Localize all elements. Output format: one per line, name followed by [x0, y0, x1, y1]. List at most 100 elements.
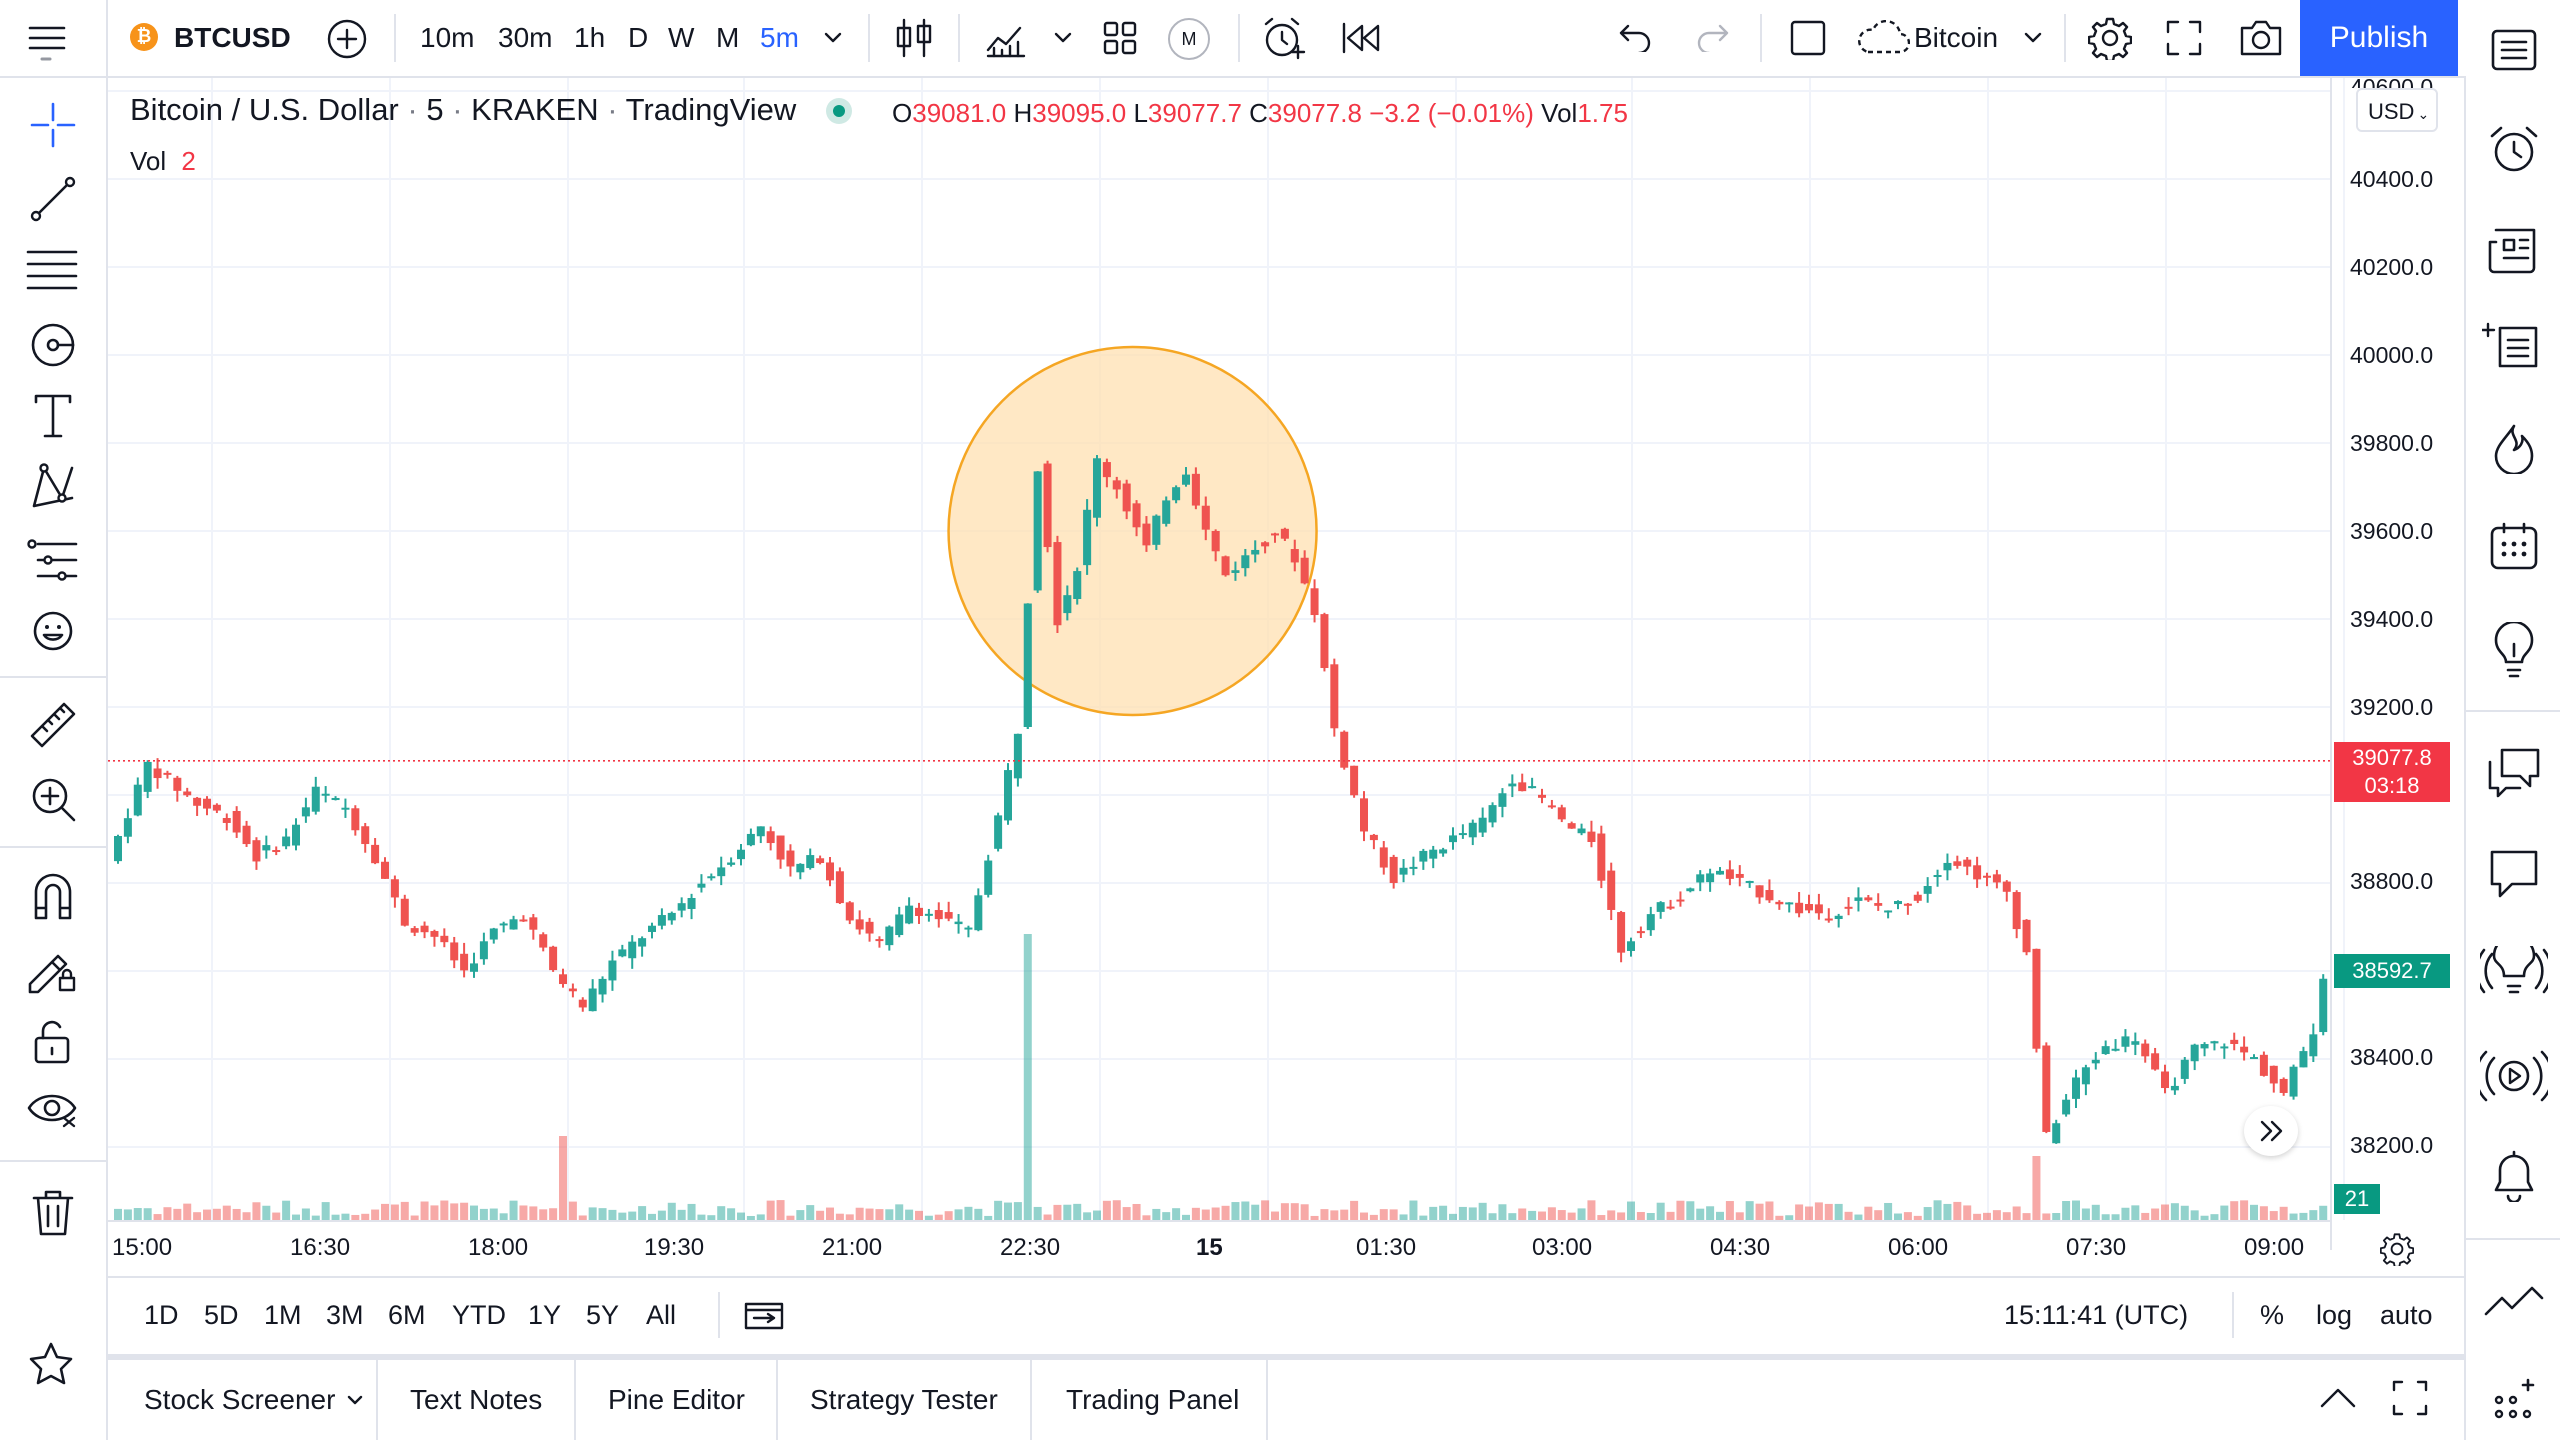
candle-body — [1083, 509, 1092, 566]
compare-button[interactable]: M — [1168, 18, 1210, 60]
lock-drawing-icon[interactable] — [26, 944, 78, 996]
fib-lines-icon[interactable] — [26, 246, 78, 294]
range-5D[interactable]: 5D — [204, 1300, 239, 1330]
templates-icon[interactable] — [1102, 20, 1138, 56]
chevron-down-icon[interactable] — [1052, 30, 1074, 46]
interval-5m-active[interactable]: 5m — [760, 22, 799, 53]
right-sidebar — [2466, 0, 2560, 1440]
range-6M[interactable]: 6M — [388, 1300, 426, 1330]
range-1D[interactable]: 1D — [144, 1300, 179, 1330]
replay-icon[interactable] — [1340, 22, 1384, 54]
maximize-panel-icon[interactable] — [2392, 1380, 2428, 1416]
volume-study-legend[interactable]: Vol 2 — [130, 146, 196, 177]
range-YTD[interactable]: YTD — [452, 1300, 506, 1330]
alert-add-icon[interactable] — [1262, 16, 1308, 60]
signal-icon[interactable] — [2475, 934, 2553, 1002]
candle-body — [905, 905, 914, 924]
fullscreen-icon[interactable] — [2166, 20, 2202, 56]
star-icon[interactable] — [28, 1340, 74, 1386]
brush-icon[interactable] — [28, 320, 78, 370]
tab-trading-panel[interactable]: Trading Panel — [1066, 1384, 1240, 1415]
percent-scale-toggle[interactable]: % — [2260, 1300, 2285, 1330]
chevron-down-icon[interactable] — [822, 30, 844, 46]
interval-1h[interactable]: 1h — [574, 22, 606, 53]
chevron-up-icon[interactable] — [2318, 1386, 2358, 1410]
symbol-search[interactable]: ₿ BTCUSD — [128, 18, 291, 58]
chart-settings-gear-icon[interactable] — [2379, 1232, 2415, 1268]
volume-bar — [648, 1213, 656, 1220]
interval-W[interactable]: W — [668, 22, 695, 53]
compare-add-icon[interactable] — [326, 18, 368, 60]
broadcast-icon[interactable] — [2474, 1048, 2554, 1104]
candle-body — [895, 914, 904, 936]
indicators-icon[interactable] — [984, 16, 1028, 60]
ideas-list-icon[interactable] — [2480, 320, 2542, 374]
tab-pine-editor[interactable]: Pine Editor — [608, 1384, 745, 1415]
interval-M[interactable]: M — [716, 22, 740, 53]
auto-scale-toggle[interactable]: auto — [2380, 1300, 2433, 1330]
crosshair-icon[interactable] — [28, 100, 78, 150]
symbol-title[interactable]: Bitcoin / U.S. Dollar — [130, 92, 399, 127]
chat-icon[interactable] — [2486, 746, 2542, 798]
layout-name[interactable]: Bitcoin — [1914, 22, 1999, 53]
chat-outline-icon[interactable] — [2488, 848, 2540, 900]
chart-pane[interactable] — [108, 78, 2464, 1354]
magnet-icon[interactable] — [28, 872, 78, 922]
range-5Y[interactable]: 5Y — [586, 1300, 620, 1330]
clock-utc[interactable]: 15:11:41 (UTC) — [2004, 1300, 2189, 1330]
pattern-icon[interactable] — [28, 462, 78, 512]
log-scale-toggle[interactable]: log — [2316, 1300, 2353, 1330]
volume-bar — [1894, 1213, 1902, 1220]
prediction-icon[interactable] — [26, 536, 78, 586]
chevron-down-icon[interactable] — [346, 1394, 364, 1408]
range-All[interactable]: All — [646, 1300, 677, 1330]
hotlist-icon[interactable] — [2490, 422, 2538, 476]
currency-select[interactable]: USD ⌄ — [2356, 88, 2438, 132]
chevron-down-icon[interactable] — [2022, 30, 2044, 46]
range-3M[interactable]: 3M — [326, 1300, 364, 1330]
trash-icon[interactable] — [32, 1188, 74, 1238]
grid-icon[interactable] — [2490, 1376, 2540, 1426]
tab-text-notes[interactable]: Text Notes — [410, 1384, 543, 1415]
snapshot-camera-icon[interactable] — [2238, 18, 2284, 58]
ruler-icon[interactable] — [28, 700, 78, 750]
fullscreen-layout-icon[interactable] — [1790, 20, 1826, 56]
goto-date-icon[interactable] — [744, 1300, 784, 1332]
volume-bar — [1360, 1212, 1368, 1220]
trend-icon[interactable] — [2484, 1280, 2544, 1320]
lightbulb-icon[interactable] — [2492, 620, 2536, 678]
tab-strategy-tester[interactable]: Strategy Tester — [810, 1384, 998, 1415]
candle-body — [1231, 570, 1240, 573]
range-1M[interactable]: 1M — [264, 1300, 302, 1330]
zoom-in-icon[interactable] — [28, 774, 78, 824]
trend-line-icon[interactable] — [28, 174, 78, 224]
calendar-icon[interactable] — [2488, 520, 2540, 572]
interval-10m[interactable]: 10m — [420, 22, 475, 53]
publish-button[interactable]: Publish — [2300, 0, 2458, 76]
price-chart[interactable] — [108, 78, 2464, 1354]
eye-icon[interactable] — [26, 1088, 80, 1134]
text-icon[interactable] — [30, 392, 76, 442]
menu-icon[interactable] — [28, 22, 68, 62]
bell-icon[interactable] — [2490, 1150, 2538, 1204]
settings-gear-icon[interactable] — [2087, 16, 2133, 63]
cursor-price-badge: 38592.7 — [2334, 954, 2450, 988]
interval-30m[interactable]: 30m — [498, 22, 553, 53]
price-axis[interactable] — [2330, 78, 2332, 1250]
news-icon[interactable] — [2488, 226, 2542, 274]
candle-body — [1221, 556, 1230, 576]
range-1Y[interactable]: 1Y — [528, 1300, 562, 1330]
time-axis[interactable] — [108, 1220, 2332, 1222]
interval-D[interactable]: D — [628, 22, 649, 53]
volume-bar — [895, 1204, 904, 1220]
alarm-icon[interactable] — [2488, 124, 2540, 176]
redo-icon[interactable] — [1694, 24, 1730, 55]
watchlist-icon[interactable] — [2490, 28, 2538, 72]
scroll-to-realtime-button[interactable] — [2244, 1106, 2298, 1156]
candles-type-icon[interactable] — [894, 18, 934, 58]
lock-icon[interactable] — [30, 1018, 74, 1066]
undo-icon[interactable] — [1618, 24, 1654, 55]
emoji-icon[interactable] — [30, 608, 76, 654]
tab-stock-screener[interactable]: Stock Screener — [144, 1384, 336, 1415]
close-value: 39077.8 — [1267, 98, 1362, 128]
